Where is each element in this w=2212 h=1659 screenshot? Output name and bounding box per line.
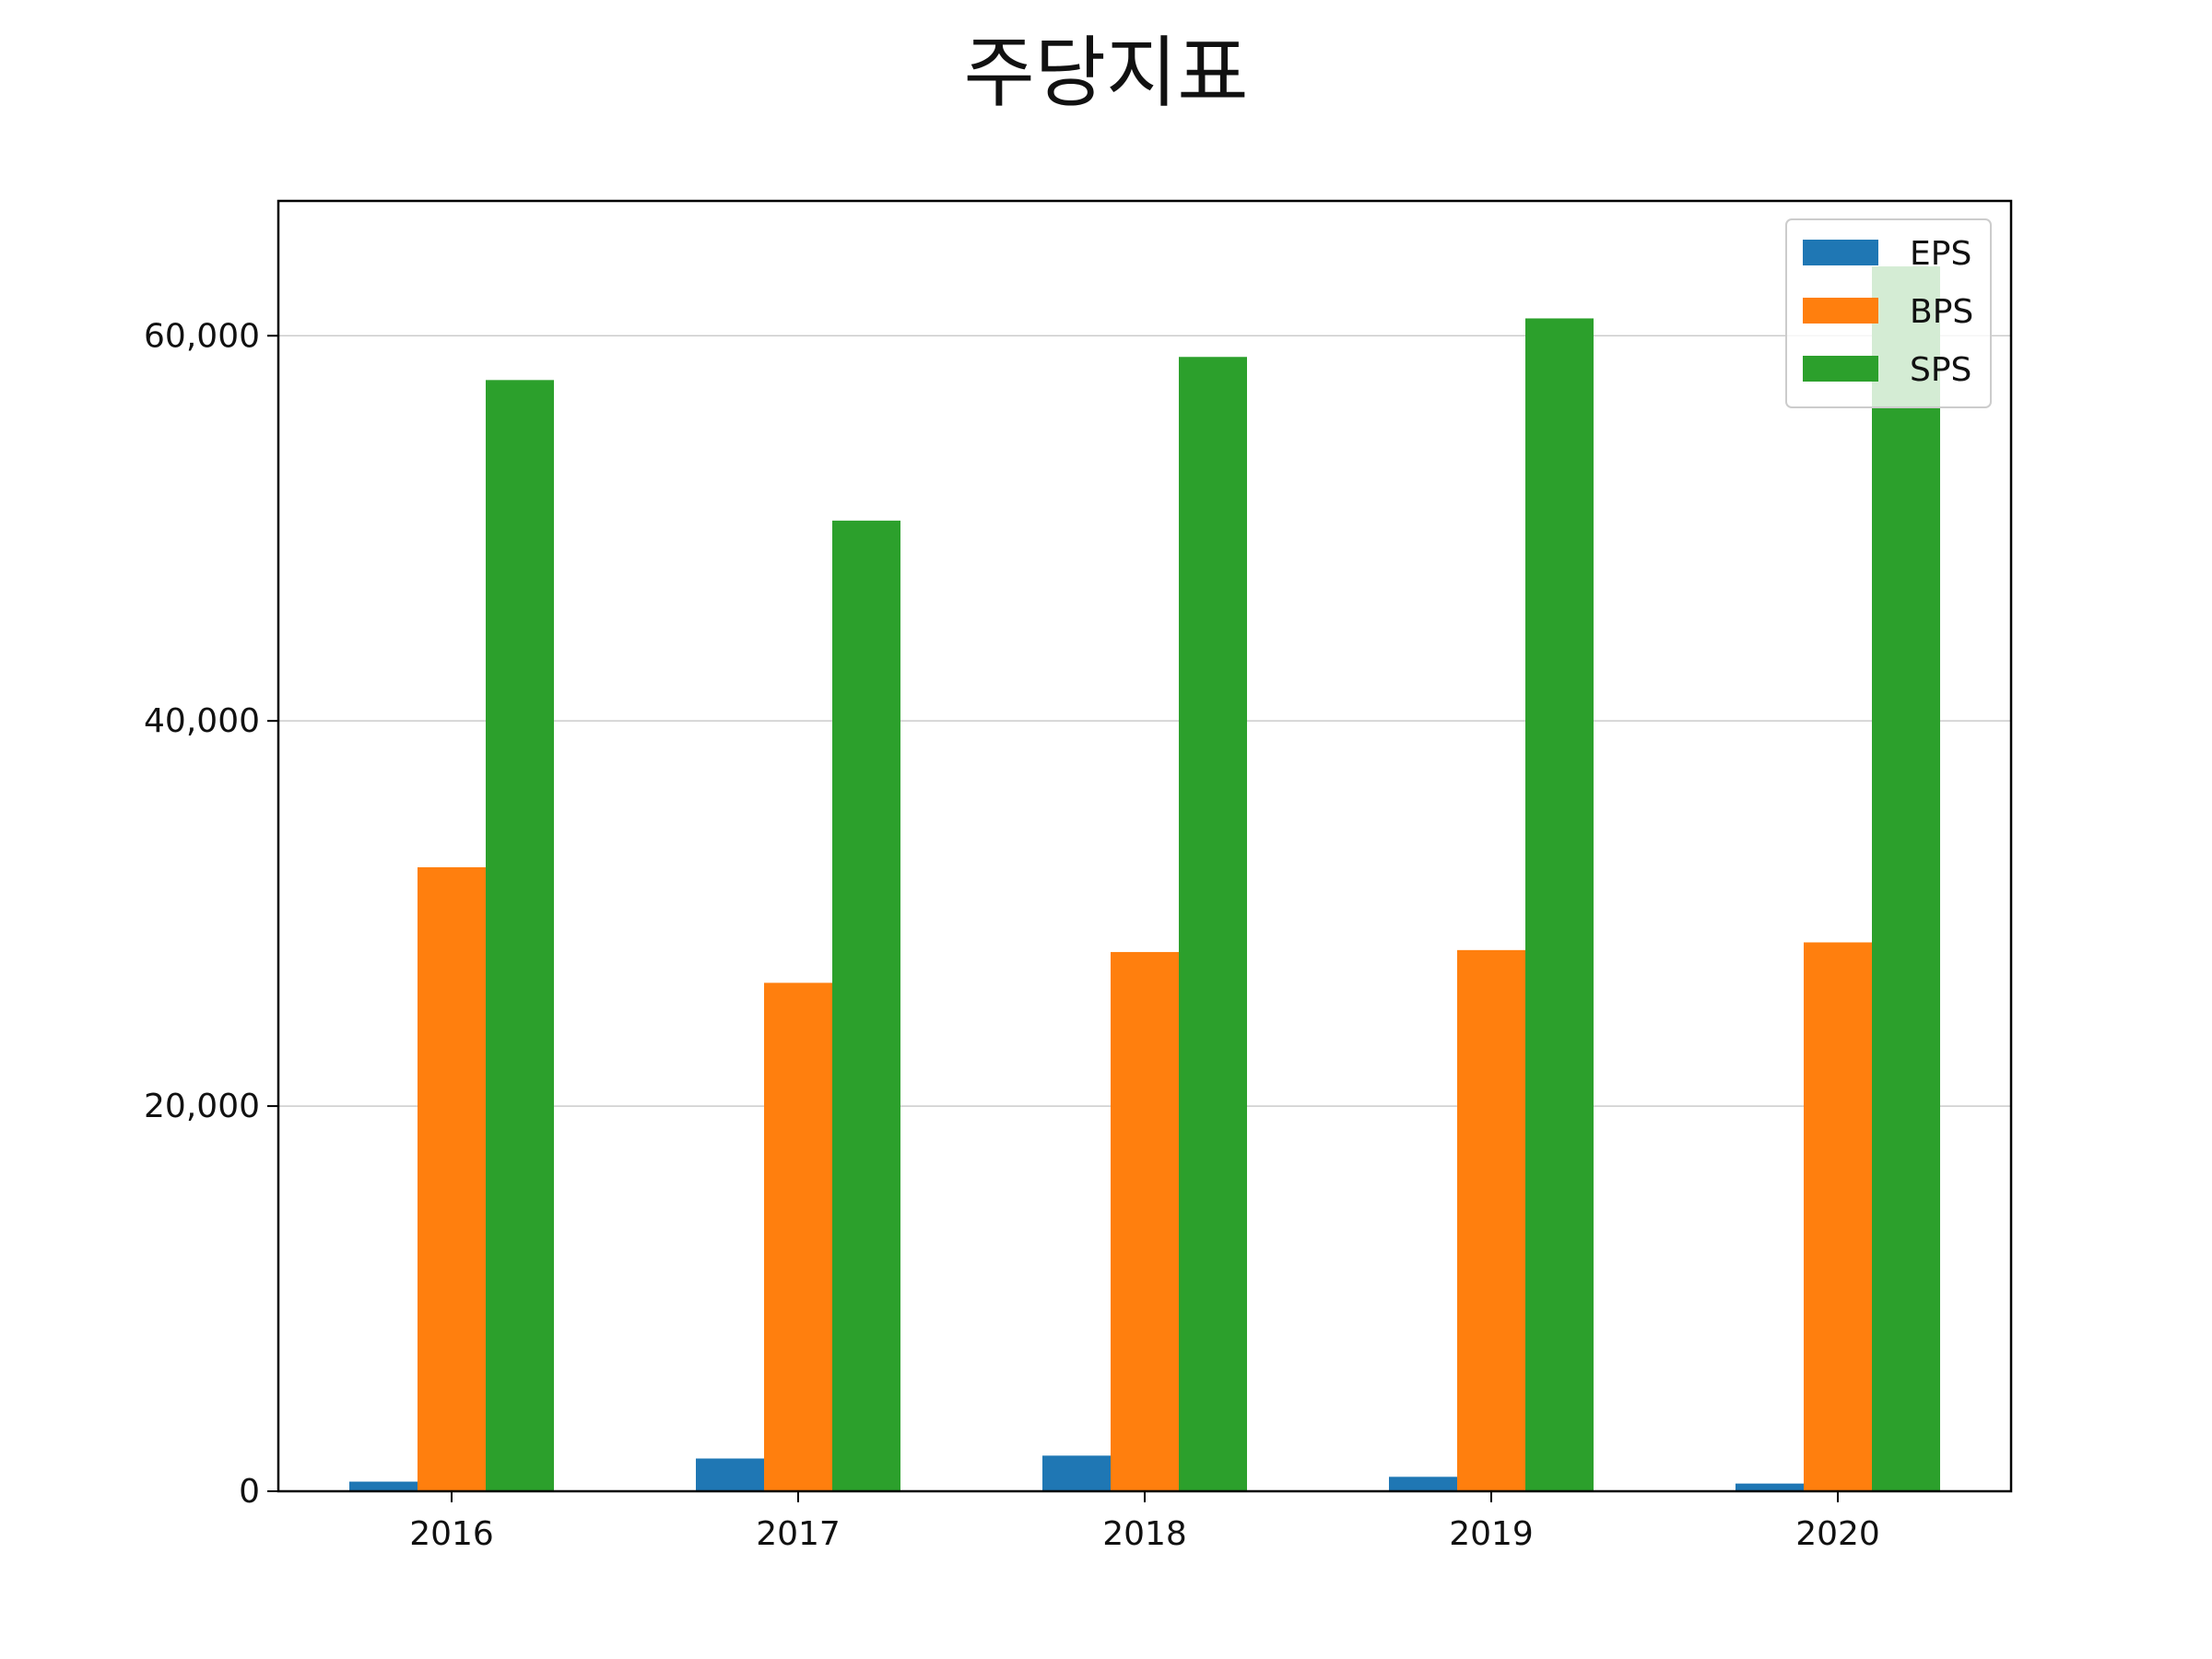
bars-group <box>349 266 1940 1492</box>
bar-bps-2017 <box>764 982 832 1491</box>
x-tick-label: 2018 <box>1102 1515 1187 1553</box>
y-axis: 0 20,000 40,000 60,000 <box>144 317 278 1511</box>
x-tick-label: 2020 <box>1795 1515 1880 1553</box>
bar-eps-2017 <box>696 1458 764 1491</box>
bar-sps-2016 <box>486 380 554 1491</box>
legend-label-bps: BPS <box>1910 293 1973 331</box>
y-tick-label: 60,000 <box>144 317 260 355</box>
bar-eps-2016 <box>349 1481 418 1491</box>
bar-eps-2019 <box>1389 1477 1457 1491</box>
bar-bps-2019 <box>1457 949 1525 1491</box>
legend: EPS BPS SPS <box>1785 218 1992 408</box>
bar-sps-2019 <box>1525 318 1594 1492</box>
x-axis: 2016 2017 2018 2019 2020 <box>409 1491 1880 1553</box>
bar-sps-2017 <box>832 520 900 1491</box>
bar-bps-2020 <box>1804 942 1872 1491</box>
legend-swatch-eps <box>1803 240 1878 265</box>
bar-eps-2018 <box>1042 1455 1111 1491</box>
legend-label-eps: EPS <box>1910 235 1971 273</box>
y-tick-label: 0 <box>239 1473 260 1511</box>
y-tick-label: 20,000 <box>144 1088 260 1125</box>
bar-bps-2016 <box>418 866 486 1491</box>
chart-title: 주당지표 <box>963 28 1249 118</box>
legend-label-sps: SPS <box>1910 351 1971 389</box>
bar-sps-2018 <box>1179 357 1247 1492</box>
x-tick-label: 2019 <box>1449 1515 1534 1553</box>
bar-sps-2020 <box>1872 266 1940 1491</box>
legend-swatch-bps <box>1803 298 1878 324</box>
bar-bps-2018 <box>1111 951 1179 1491</box>
x-tick-label: 2017 <box>756 1515 841 1553</box>
legend-swatch-sps <box>1803 356 1878 382</box>
y-tick-label: 40,000 <box>144 702 260 740</box>
bar-eps-2020 <box>1735 1483 1804 1491</box>
x-tick-label: 2016 <box>409 1515 494 1553</box>
